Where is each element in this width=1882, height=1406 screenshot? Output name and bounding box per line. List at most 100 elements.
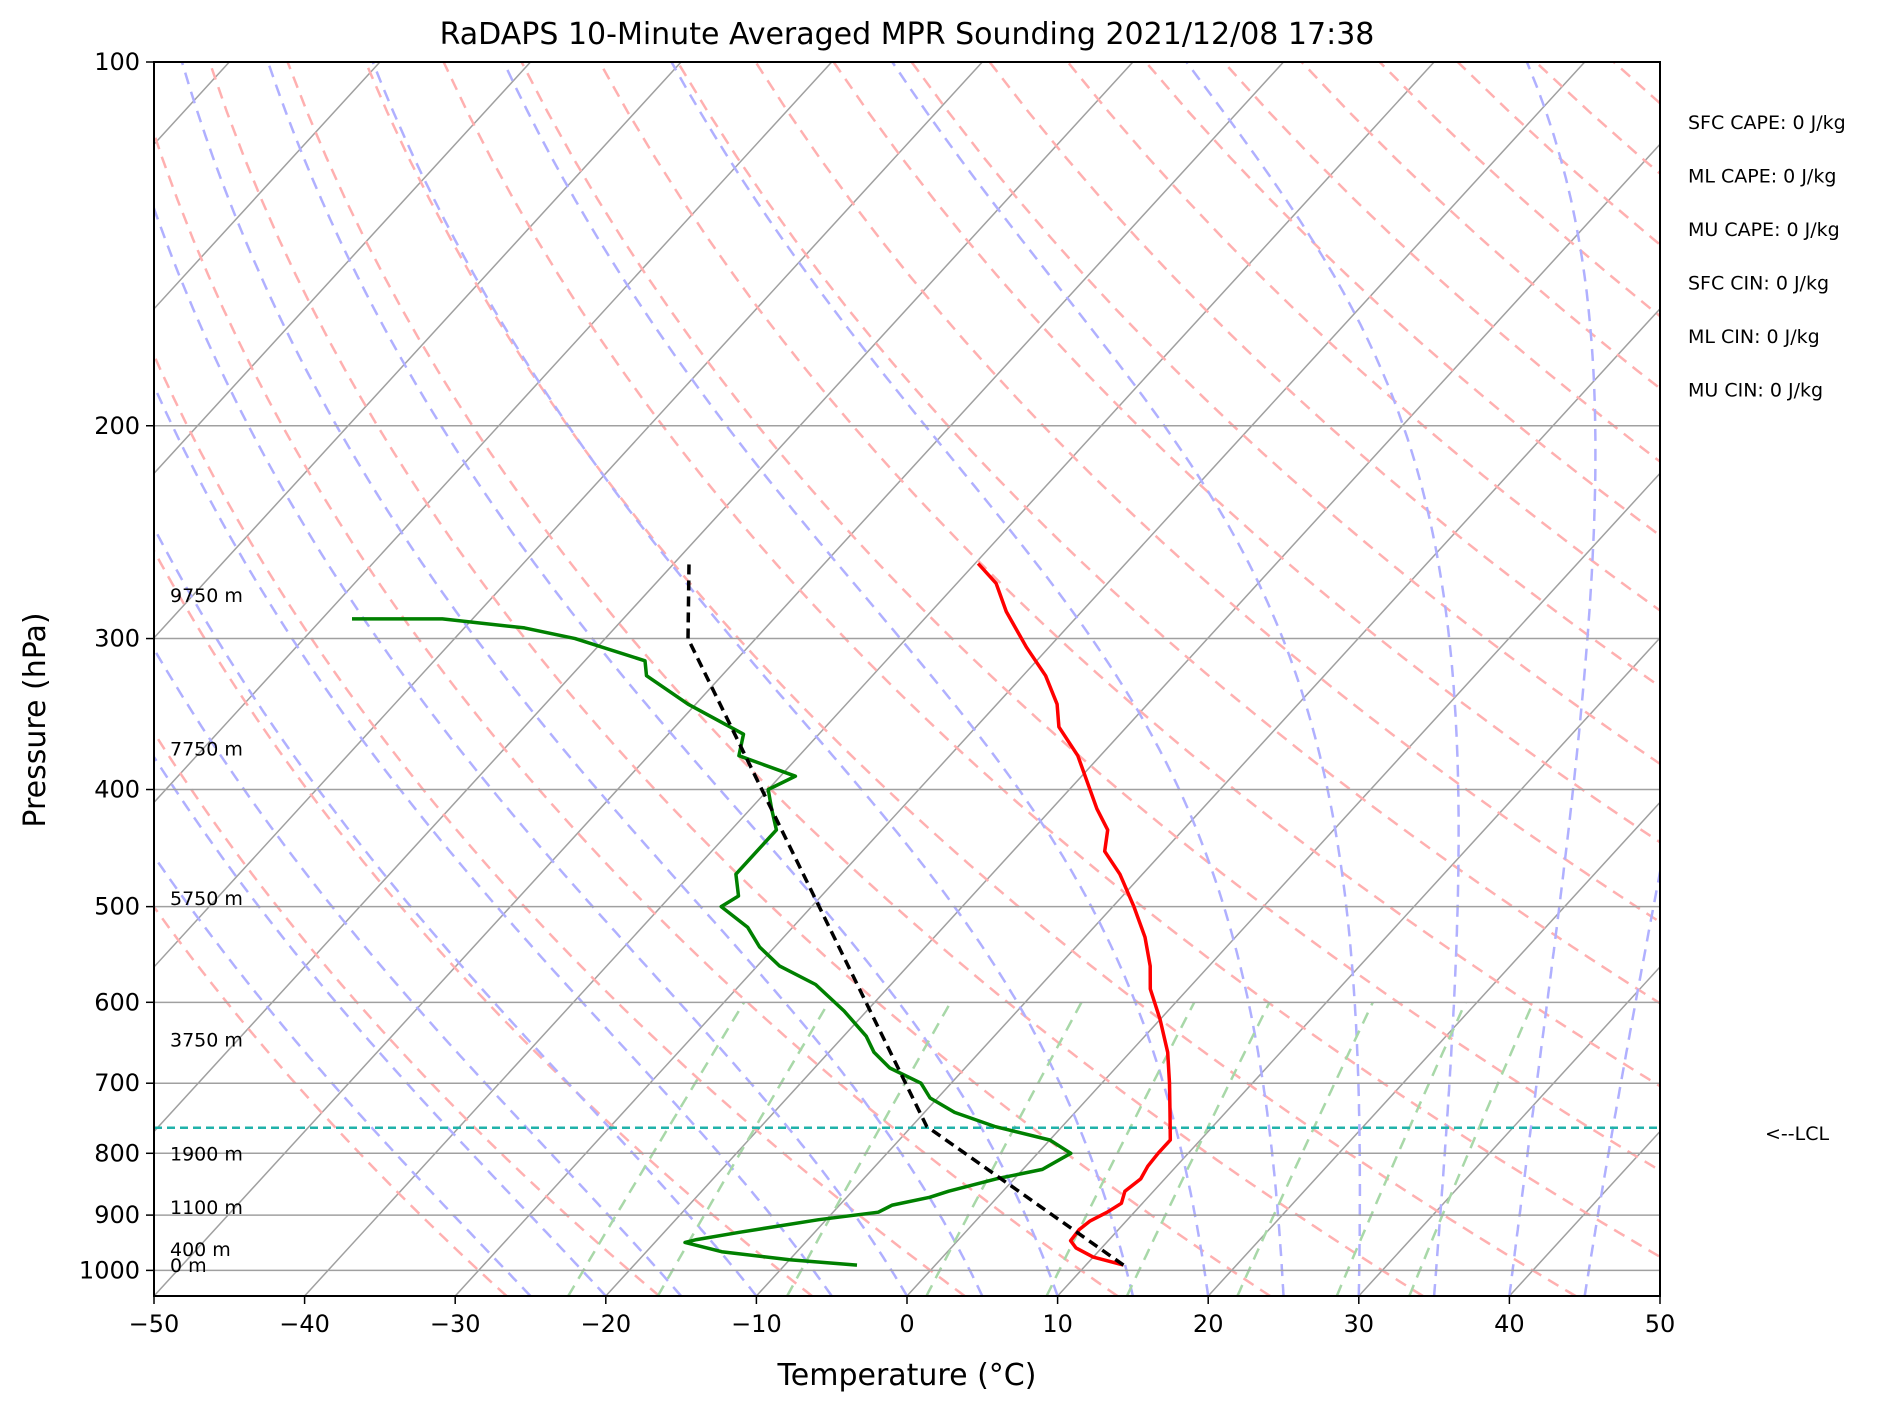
isotherm-line — [154, 62, 833, 804]
stability-indices: SFC CAPE: 0 J/kg ML CAPE: 0 J/kg MU CAPE: … — [1688, 112, 1846, 402]
mixing-ratio-line — [1408, 1001, 1535, 1296]
isotherm-line — [755, 307, 1660, 1296]
x-tick-label: 0 — [899, 1310, 914, 1338]
chart-title: RaDAPS 10-Minute Averaged MPR Sounding 2… — [440, 17, 1375, 52]
x-axis-label: Temperature (°C) — [777, 1358, 1037, 1393]
mixing-ratio-line — [1125, 1001, 1271, 1296]
isotherm-line — [304, 62, 1435, 1296]
x-tick-label: 30 — [1344, 1310, 1375, 1338]
y-tick-label: 900 — [94, 1201, 140, 1229]
mixing-ratio-line — [656, 1001, 830, 1296]
stability-index: ML CAPE: 0 J/kg — [1688, 166, 1836, 188]
x-tick-label: 50 — [1645, 1310, 1676, 1338]
dry-adiabat-line — [154, 904, 508, 1296]
mixing-ratio-line — [1045, 1001, 1196, 1296]
isotherm-line — [154, 62, 682, 639]
x-tick-label: −50 — [129, 1310, 180, 1338]
isotherm-line — [1057, 636, 1660, 1296]
y-tick-label: 300 — [94, 625, 140, 653]
x-tick-label: −40 — [279, 1310, 330, 1338]
isotherm-line — [1358, 965, 1660, 1296]
height-label: 0 m — [170, 1255, 207, 1277]
y-tick-label: 600 — [94, 988, 140, 1016]
y-tick-label: 500 — [94, 893, 140, 921]
height-label: 9750 m — [170, 585, 243, 607]
x-tick-label: −20 — [580, 1310, 631, 1338]
isotherm-line — [454, 62, 1586, 1296]
moist-adiabat-line — [154, 854, 532, 1296]
mixing-ratio-line — [567, 1001, 746, 1296]
moist-adiabat-line — [1508, 62, 1597, 1296]
lcl-label: <--LCL — [1765, 1123, 1829, 1145]
moist-adiabat-line — [154, 646, 683, 1296]
height-label: 3750 m — [170, 1029, 243, 1051]
height-label: 5750 m — [170, 888, 243, 910]
x-tick-label: −10 — [731, 1310, 782, 1338]
parcel-line — [686, 563, 1125, 1267]
stability-index: MU CAPE: 0 J/kg — [1688, 219, 1840, 241]
mixing-ratio-line — [1335, 1001, 1467, 1296]
dry-adiabat-line — [154, 730, 661, 1296]
moist-adiabat-line — [154, 382, 833, 1296]
moist-adiabat-line — [1185, 62, 1460, 1296]
moist-adiabat-line — [154, 204, 909, 1296]
height-label: 1900 m — [170, 1143, 243, 1165]
stability-index: SFC CAPE: 0 J/kg — [1688, 112, 1846, 134]
x-tick-label: 10 — [1042, 1310, 1073, 1338]
dry-adiabat-line — [598, 62, 1660, 1088]
height-label: 7750 m — [170, 739, 243, 761]
moist-adiabat-line — [670, 62, 1285, 1296]
dry-adiabat-line — [286, 62, 1424, 1296]
dry-adiabat-line — [442, 62, 1660, 1259]
moist-adiabat-line — [891, 62, 1362, 1296]
isotherm-line — [154, 62, 983, 969]
dry-adiabat-line — [676, 62, 1660, 1005]
moist-adiabat-line — [266, 62, 1059, 1296]
stability-index: ML CIN: 0 J/kg — [1688, 326, 1820, 348]
isotherm-line — [154, 62, 381, 310]
y-tick-label: 100 — [94, 48, 140, 76]
height-label: 400 m — [170, 1239, 231, 1261]
data-series — [154, 562, 1660, 1267]
y-axis: 100 200 300 400 500 600 700 800 900 1000 — [79, 48, 154, 1284]
isotherm-line — [1207, 801, 1660, 1296]
y-axis-label: Pressure (hPa) — [18, 612, 53, 827]
moist-adiabat-line — [154, 754, 607, 1296]
moist-adiabat-line — [154, 525, 758, 1296]
dry-adiabat-line — [988, 62, 1660, 689]
moist-adiabat-line — [1583, 865, 1660, 1296]
x-tick-label: 40 — [1494, 1310, 1525, 1338]
x-axis: −50 −40 −30 −20 −10 0 10 20 30 40 50 — [129, 1296, 1676, 1338]
x-tick-label: 20 — [1193, 1310, 1224, 1338]
background-lines — [154, 62, 1660, 1296]
x-tick-label: −30 — [430, 1310, 481, 1338]
stability-index: MU CIN: 0 J/kg — [1688, 380, 1823, 402]
dry-adiabat-line — [154, 129, 1119, 1296]
dry-adiabat-line — [154, 548, 813, 1296]
y-tick-label: 800 — [94, 1139, 140, 1167]
y-tick-label: 400 — [94, 776, 140, 804]
mixing-ratio-line — [925, 1001, 1083, 1296]
dry-adiabat-line — [520, 62, 1660, 1173]
dry-adiabat-line — [910, 62, 1660, 766]
dewpoint-line — [352, 617, 1073, 1267]
mixing-ratio-line — [1236, 1001, 1374, 1296]
isotherm-line — [154, 62, 1285, 1296]
dry-adiabat-line — [208, 62, 1271, 1296]
y-tick-label: 700 — [94, 1069, 140, 1097]
y-tick-label: 1000 — [79, 1256, 140, 1284]
isotherm-line — [154, 62, 1134, 1133]
isotherm-line — [154, 62, 532, 475]
y-tick-label: 200 — [94, 412, 140, 440]
isotherm-line — [605, 143, 1660, 1296]
dry-adiabat-line — [364, 62, 1577, 1296]
height-label: 1100 m — [170, 1197, 243, 1219]
mixing-ratio-line — [786, 1001, 952, 1296]
moist-adiabat-line — [180, 62, 984, 1296]
dry-adiabat-line — [154, 352, 966, 1296]
stability-index: SFC CIN: 0 J/kg — [1688, 273, 1829, 295]
temperature-line — [976, 562, 1173, 1267]
